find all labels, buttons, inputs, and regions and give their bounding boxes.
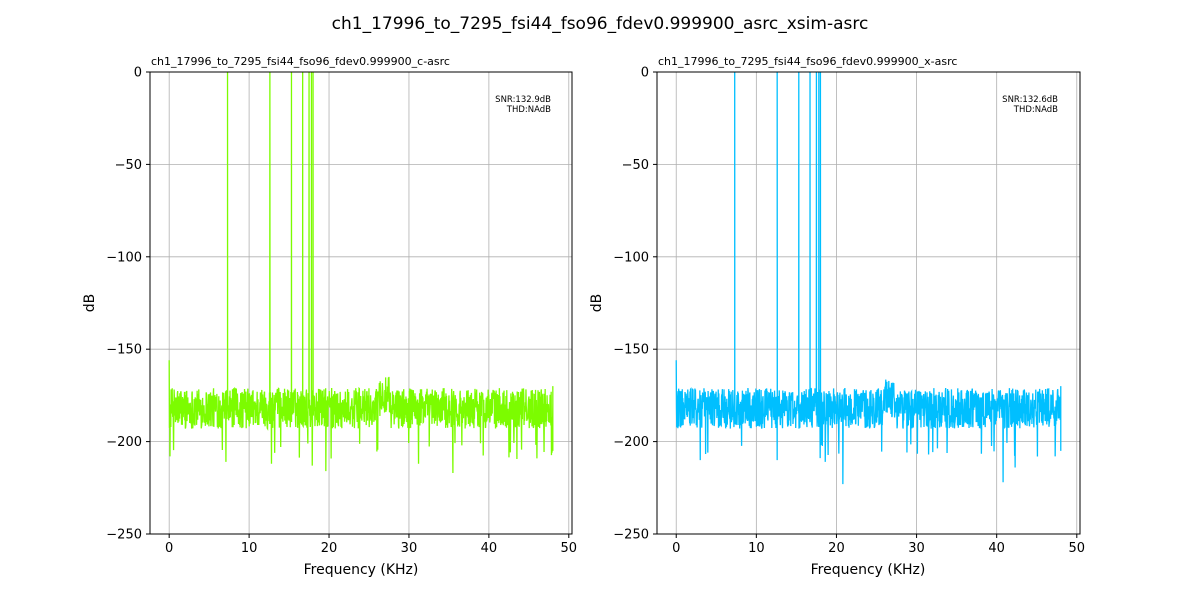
spectrum-line bbox=[675, 71, 1062, 485]
x-tick-label: 30 bbox=[908, 541, 925, 556]
y-tick-label: 0 bbox=[641, 66, 649, 81]
y-tick-label: −150 bbox=[613, 343, 649, 358]
x-tick-label: 0 bbox=[672, 541, 680, 556]
snr-annotation: SNR:132.6dB bbox=[1002, 95, 1058, 105]
x-tick-label: 30 bbox=[401, 541, 418, 556]
y-tick-label: 0 bbox=[134, 66, 142, 81]
chart-title: ch1_17996_to_7295_fsi44_fso96_fdev0.9999… bbox=[658, 55, 957, 68]
x-axis-label: Frequency (KHz) bbox=[304, 562, 419, 578]
y-tick-label: −50 bbox=[115, 158, 142, 173]
y-axis-label: dB bbox=[589, 294, 605, 313]
y-tick-label: −100 bbox=[106, 250, 142, 265]
y-tick-label: −100 bbox=[613, 250, 649, 265]
x-tick-label: 10 bbox=[241, 541, 258, 556]
y-tick-label: −250 bbox=[106, 528, 142, 543]
y-tick-label: −200 bbox=[106, 435, 142, 450]
figure-title: ch1_17996_to_7295_fsi44_fso96_fdev0.9999… bbox=[331, 14, 869, 34]
x-tick-label: 0 bbox=[165, 541, 173, 556]
x-tick-label: 50 bbox=[561, 541, 578, 556]
chart-panel-left: ch1_17996_to_7295_fsi44_fso96_fdev0.9999… bbox=[82, 55, 577, 578]
plot-frame bbox=[656, 71, 1081, 535]
y-tick-label: −50 bbox=[622, 158, 649, 173]
y-tick-label: −150 bbox=[106, 343, 142, 358]
spectrum-line bbox=[168, 71, 554, 474]
x-tick-label: 50 bbox=[1069, 541, 1086, 556]
x-tick-label: 40 bbox=[481, 541, 498, 556]
x-tick-label: 20 bbox=[828, 541, 845, 556]
y-tick-label: −200 bbox=[613, 435, 649, 450]
x-axis-label: Frequency (KHz) bbox=[811, 562, 926, 578]
x-tick-label: 40 bbox=[988, 541, 1005, 556]
thd-annotation: THD:NAdB bbox=[506, 105, 551, 115]
x-tick-label: 20 bbox=[321, 541, 338, 556]
plot-frame bbox=[149, 71, 573, 535]
y-axis-label: dB bbox=[82, 294, 98, 313]
chart-panel-right: ch1_17996_to_7295_fsi44_fso96_fdev0.9999… bbox=[589, 55, 1085, 578]
snr-annotation: SNR:132.9dB bbox=[495, 95, 551, 105]
chart-title: ch1_17996_to_7295_fsi44_fso96_fdev0.9999… bbox=[151, 55, 450, 68]
y-tick-label: −250 bbox=[613, 528, 649, 543]
thd-annotation: THD:NAdB bbox=[1013, 105, 1058, 115]
x-tick-label: 10 bbox=[748, 541, 765, 556]
